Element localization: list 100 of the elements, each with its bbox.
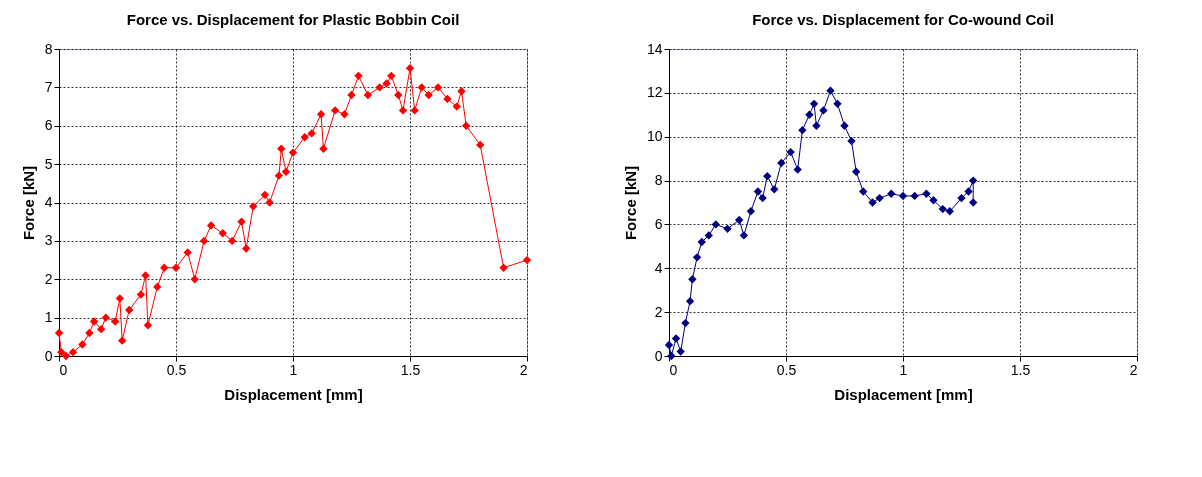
point xyxy=(190,275,199,284)
point xyxy=(969,198,978,207)
point xyxy=(382,79,391,88)
point xyxy=(697,237,706,247)
point xyxy=(681,318,690,328)
point xyxy=(522,255,532,265)
point xyxy=(218,229,227,238)
x-tick-label: 1 xyxy=(899,361,908,378)
point xyxy=(833,99,842,108)
point xyxy=(812,121,821,130)
point xyxy=(85,328,94,338)
y-tick-label: 1 xyxy=(44,309,53,326)
y-tick-label: 5 xyxy=(44,155,53,172)
point xyxy=(746,207,756,216)
point xyxy=(809,99,819,108)
point xyxy=(735,215,744,225)
point xyxy=(101,313,110,322)
point xyxy=(945,207,954,216)
point xyxy=(922,189,931,198)
point xyxy=(300,133,309,142)
point xyxy=(758,193,767,203)
point xyxy=(288,148,298,157)
point xyxy=(183,248,192,257)
point xyxy=(227,236,237,246)
point xyxy=(199,236,209,246)
point xyxy=(938,204,947,214)
point xyxy=(115,294,125,303)
point xyxy=(274,171,284,180)
point xyxy=(753,187,763,196)
point xyxy=(68,347,78,357)
point xyxy=(763,172,772,181)
point xyxy=(410,106,419,115)
point xyxy=(847,136,856,146)
point xyxy=(405,64,415,73)
point xyxy=(171,263,181,272)
x-tick-label: 0 xyxy=(669,361,678,378)
point xyxy=(387,71,396,81)
point xyxy=(237,217,246,226)
point xyxy=(898,191,908,201)
point xyxy=(277,144,286,153)
x-tick-label: 2 xyxy=(1129,361,1138,378)
x-tick-label: 0.5 xyxy=(166,361,187,378)
point xyxy=(957,193,966,203)
point xyxy=(363,90,373,100)
point xyxy=(307,129,316,138)
point xyxy=(141,271,150,280)
y-tick-label: 3 xyxy=(44,232,53,249)
point xyxy=(852,167,861,176)
y-tick-label: 10 xyxy=(646,128,663,145)
point xyxy=(964,187,973,196)
point xyxy=(54,328,64,338)
y-axis-title: Force [kN] xyxy=(621,165,639,241)
point xyxy=(136,290,146,299)
point xyxy=(206,221,216,230)
point xyxy=(424,90,433,100)
point xyxy=(671,334,681,343)
point xyxy=(770,185,779,194)
point xyxy=(281,167,291,176)
y-tick-label: 6 xyxy=(654,215,663,232)
chart-title: Force vs. Displacement for Plastic Bobbin Coil xyxy=(126,11,460,28)
point xyxy=(798,125,807,135)
point xyxy=(443,94,452,104)
y-tick-label: 2 xyxy=(44,270,53,287)
point xyxy=(868,198,877,207)
point xyxy=(793,165,802,174)
point xyxy=(153,282,162,292)
point xyxy=(688,275,697,284)
point xyxy=(242,244,251,253)
x-tick-label: 1.5 xyxy=(1010,361,1031,378)
point xyxy=(319,144,328,153)
point xyxy=(819,106,828,115)
point xyxy=(777,158,786,168)
y-tick-label: 0 xyxy=(44,347,53,364)
point xyxy=(433,83,443,92)
point xyxy=(457,87,466,96)
y-tick-label: 12 xyxy=(646,84,663,101)
point xyxy=(347,90,356,100)
y-tick-label: 4 xyxy=(44,194,53,210)
point xyxy=(676,347,685,356)
point xyxy=(260,190,270,200)
y-tick-label: 0 xyxy=(654,347,663,364)
x-tick-label: 0.5 xyxy=(776,361,797,378)
point xyxy=(249,202,258,211)
point xyxy=(805,110,814,119)
x-axis-title: Displacement [mm] xyxy=(224,385,363,403)
x-axis-title: Displacement [mm] xyxy=(834,385,973,403)
y-tick-label: 4 xyxy=(654,259,663,276)
point xyxy=(711,220,720,229)
x-tick-label: 2 xyxy=(519,361,528,378)
point xyxy=(417,83,426,92)
point xyxy=(452,102,461,111)
point xyxy=(476,140,485,150)
point xyxy=(375,83,384,92)
point xyxy=(398,106,408,115)
point xyxy=(160,263,169,272)
y-axis-title: Force [kN] xyxy=(19,165,37,241)
y-tick-label: 2 xyxy=(654,303,663,320)
point xyxy=(704,231,713,240)
point xyxy=(664,340,674,350)
y-tick-label: 8 xyxy=(44,40,53,57)
